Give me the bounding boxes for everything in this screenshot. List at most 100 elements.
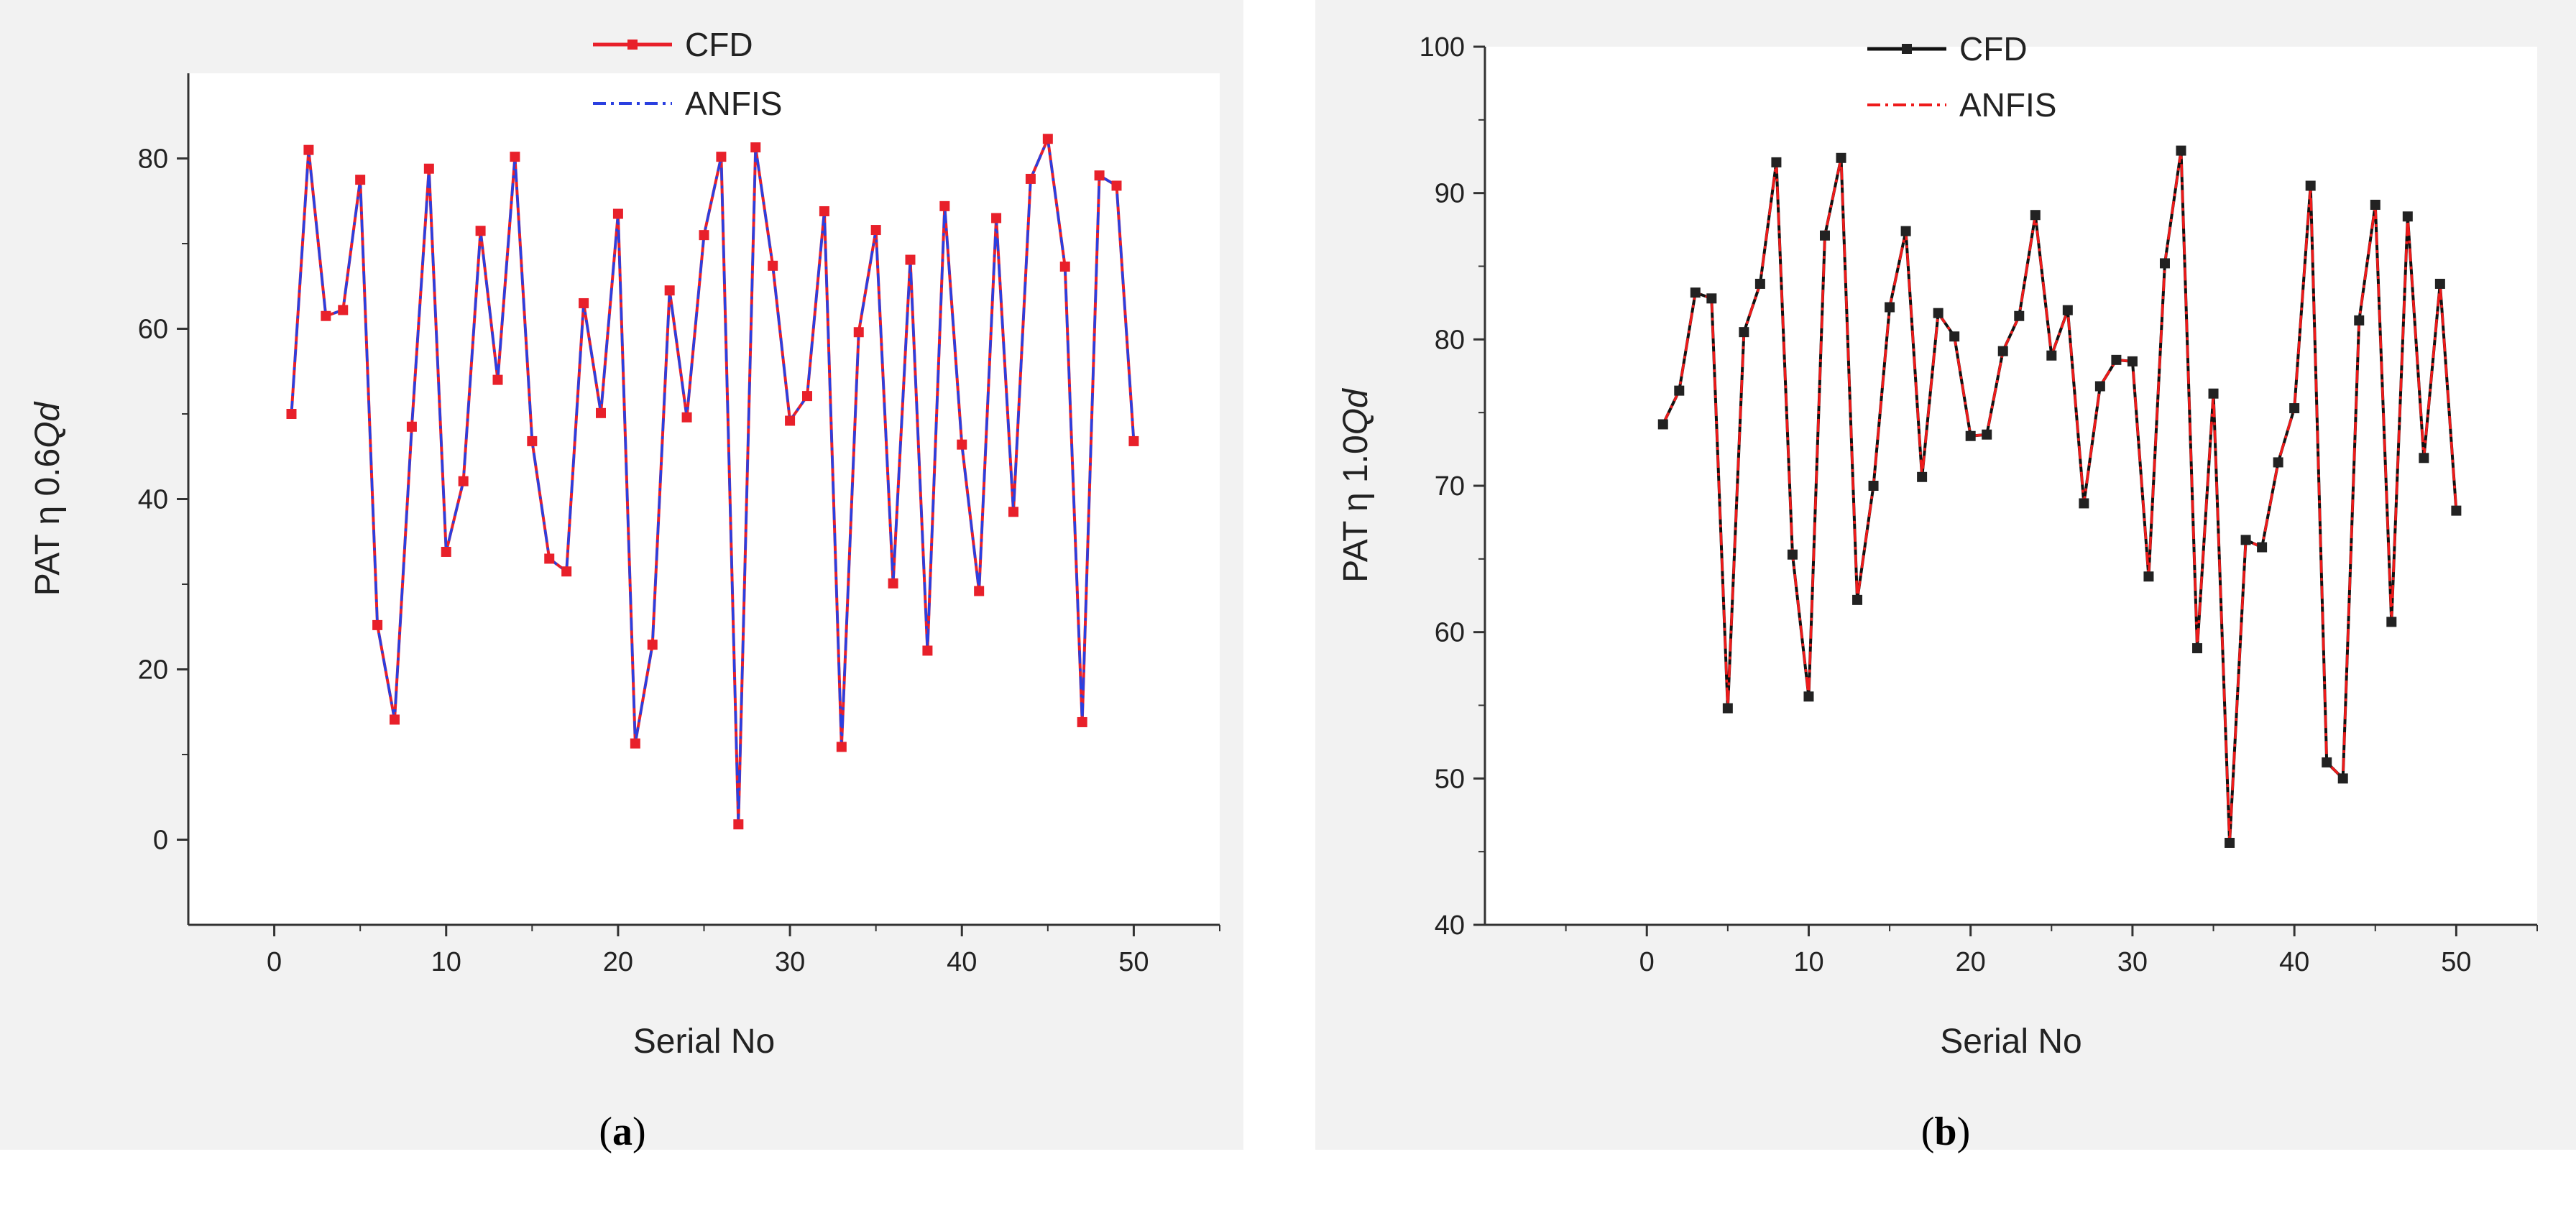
panel-caption: (a) <box>599 1110 645 1154</box>
legend-label-cfd: CFD <box>1959 30 2028 68</box>
data-point-cfd <box>561 566 572 577</box>
data-point-cfd <box>492 374 503 385</box>
data-point-cfd <box>1949 331 1960 342</box>
data-point-cfd <box>1739 327 1749 338</box>
panel-caption-open-paren: ( <box>1921 1110 1935 1154</box>
data-point-cfd <box>1059 261 1070 272</box>
data-point-cfd <box>1819 230 1830 241</box>
data-point-cfd <box>2305 180 2316 191</box>
data-point-cfd <box>1900 226 1911 236</box>
data-point-cfd <box>372 619 383 630</box>
x-tick-label: 0 <box>267 947 282 977</box>
y-axis-title-italic: Qd <box>29 401 67 448</box>
data-point-cfd <box>664 285 675 296</box>
data-point-cfd <box>1706 293 1717 304</box>
data-point-cfd <box>2434 278 2445 289</box>
data-point-cfd <box>406 421 417 432</box>
x-axis-title: Serial No <box>633 1023 775 1061</box>
x-tick-label: 10 <box>1793 947 1823 977</box>
data-point-cfd <box>2208 388 2219 399</box>
y-axis-title: PAT η 0.6Qd <box>29 401 67 596</box>
x-tick-label: 50 <box>2441 947 2471 977</box>
data-point-cfd <box>836 742 847 752</box>
data-point-cfd <box>974 586 985 596</box>
data-point-cfd <box>2451 505 2462 516</box>
data-point-cfd <box>1042 134 1053 144</box>
y-tick-label: 80 <box>1435 325 1465 355</box>
data-point-cfd <box>1852 594 1863 605</box>
data-point-cfd <box>1690 287 1701 298</box>
y-tick-label: 90 <box>1435 179 1465 209</box>
data-point-cfd <box>2079 498 2089 509</box>
series-line-anfis <box>290 137 1136 826</box>
panel-caption-close-paren: ) <box>1957 1110 1971 1154</box>
y-axis-title-prefix: PAT η 1.0 <box>1337 435 1375 582</box>
data-point-cfd <box>321 310 331 321</box>
data-point-cfd <box>1868 481 1879 491</box>
y-tick-label: 40 <box>1435 910 1465 941</box>
data-point-cfd <box>1674 385 1685 396</box>
data-point-cfd <box>768 260 778 271</box>
data-point-cfd <box>681 412 692 423</box>
panel-caption-letter: b <box>1934 1110 1956 1154</box>
x-tick-label: 0 <box>1639 947 1655 977</box>
data-point-cfd <box>922 645 933 656</box>
series-line-anfis <box>1662 149 2458 844</box>
data-point-cfd <box>510 152 520 162</box>
data-point-cfd <box>1787 549 1798 560</box>
data-point-cfd <box>2094 381 2105 392</box>
plot-area <box>188 73 1220 925</box>
data-point-cfd <box>286 409 297 419</box>
data-point-cfd <box>802 391 812 402</box>
data-point-cfd <box>2111 354 2122 365</box>
data-point-cfd <box>596 407 606 418</box>
data-point-cfd <box>579 298 589 308</box>
data-point-cfd <box>991 213 1002 223</box>
data-point-cfd <box>2159 258 2170 269</box>
data-point-cfd <box>2257 542 2268 553</box>
y-axis-title-prefix: PAT η 0.6 <box>29 448 67 596</box>
y-tick-label: 0 <box>153 826 168 856</box>
data-point-cfd <box>2402 211 2413 222</box>
data-point-cfd <box>338 305 349 315</box>
data-point-cfd <box>647 640 658 650</box>
data-point-cfd <box>750 142 761 153</box>
data-point-cfd <box>1111 180 1122 191</box>
y-tick-label: 100 <box>1420 32 1465 63</box>
y-tick-label: 60 <box>138 315 168 345</box>
data-point-cfd <box>527 435 538 446</box>
y-tick-label: 20 <box>138 655 168 686</box>
data-point-cfd <box>2143 571 2154 582</box>
data-point-cfd <box>458 476 469 486</box>
data-point-cfd <box>2337 773 2348 784</box>
x-tick-label: 30 <box>775 947 805 977</box>
data-point-cfd <box>853 327 864 338</box>
data-point-cfd <box>1722 703 1733 714</box>
data-point-cfd <box>819 206 829 216</box>
data-point-cfd <box>1008 507 1018 517</box>
x-tick-label: 50 <box>1118 947 1149 977</box>
data-point-cfd <box>2240 535 2251 545</box>
data-point-cfd <box>1094 170 1105 181</box>
legend-marker-cfd <box>1902 44 1912 54</box>
data-point-cfd <box>1754 278 1765 289</box>
data-point-cfd <box>1917 471 1928 482</box>
x-tick-label: 10 <box>431 947 461 977</box>
data-point-cfd <box>544 553 555 564</box>
data-point-cfd <box>1965 430 1976 441</box>
data-point-cfd <box>2192 643 2203 654</box>
data-point-cfd <box>1933 308 1944 318</box>
data-point-cfd <box>1982 429 1992 440</box>
data-point-cfd <box>1997 346 2008 356</box>
panel-caption: (b) <box>1921 1110 1970 1154</box>
data-point-cfd <box>733 819 744 830</box>
x-tick-label: 20 <box>1956 947 1986 977</box>
data-point-cfd <box>390 714 400 725</box>
data-point-cfd <box>2386 617 2397 627</box>
data-point-cfd <box>1836 152 1846 163</box>
y-tick-label: 80 <box>138 144 168 175</box>
data-point-cfd <box>1803 691 1814 702</box>
data-point-cfd <box>1771 157 1782 167</box>
panel-caption-open-paren: ( <box>599 1110 612 1154</box>
